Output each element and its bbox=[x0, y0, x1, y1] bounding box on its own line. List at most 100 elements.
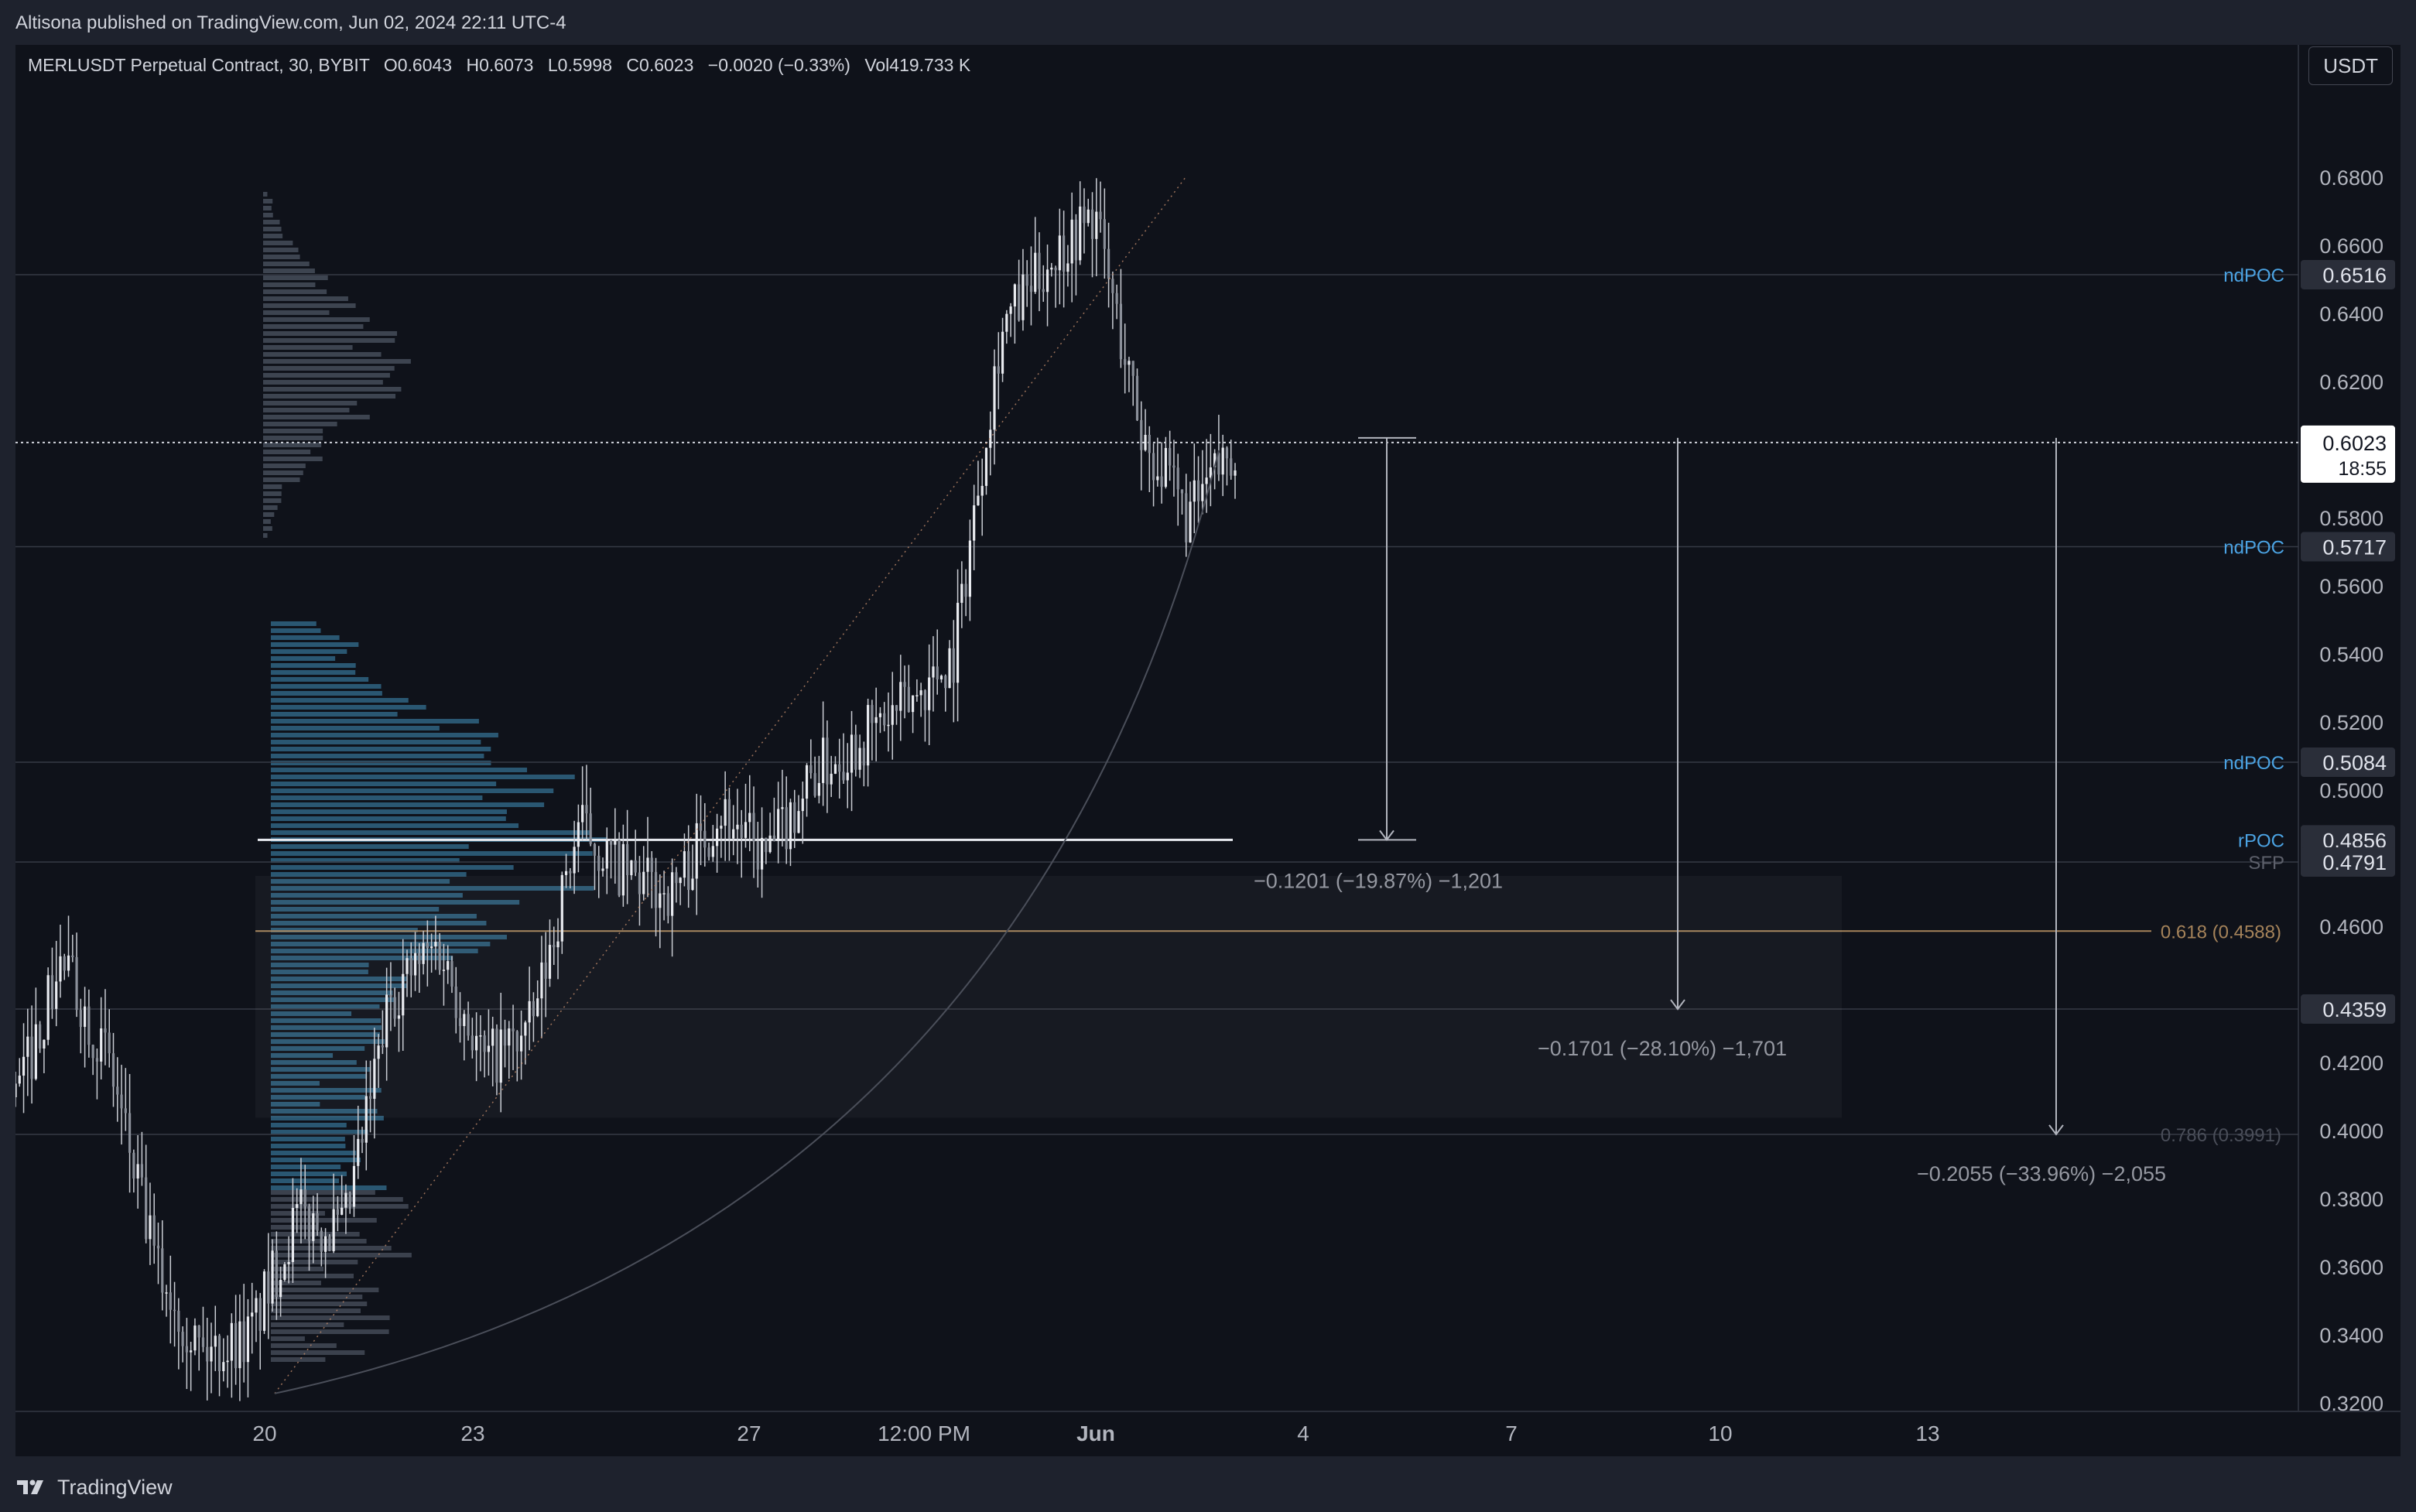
candle-body bbox=[1131, 361, 1134, 376]
volume-profile-bar bbox=[271, 719, 479, 724]
candle-body bbox=[830, 773, 833, 785]
candle-body bbox=[932, 666, 935, 678]
volume-profile-bar bbox=[271, 928, 418, 932]
currency-button[interactable]: USDT bbox=[2308, 46, 2393, 85]
volume-profile-bar bbox=[263, 450, 311, 454]
price-badge-label: 0.4359 bbox=[2322, 998, 2387, 1021]
price-chart[interactable]: −0.1201 (−19.87%) −1,201 −0.1701 (−28.10%… bbox=[15, 45, 2401, 1456]
candle-body bbox=[1205, 477, 1208, 484]
candle-body bbox=[108, 1032, 111, 1054]
candle-body bbox=[87, 1006, 91, 1045]
volume-profile-bar bbox=[271, 1302, 368, 1306]
candle-body bbox=[858, 747, 861, 770]
candle-body bbox=[1018, 284, 1021, 320]
candle-body bbox=[618, 840, 621, 896]
volume-profile-bar bbox=[271, 956, 453, 960]
candle-body bbox=[30, 1036, 33, 1079]
tradingview-logo-icon bbox=[17, 1480, 43, 1494]
candle-body bbox=[471, 1035, 474, 1051]
volume-profile-bar bbox=[271, 1295, 363, 1299]
time-tick-label: 4 bbox=[1297, 1421, 1309, 1445]
candle-body bbox=[385, 994, 388, 1048]
volume-profile-bar bbox=[263, 491, 282, 496]
volume-profile-bar bbox=[271, 1197, 403, 1202]
candle-body bbox=[1090, 209, 1094, 239]
candle-body bbox=[732, 829, 735, 839]
price-tick-label: 0.5200 bbox=[2319, 711, 2383, 734]
candle-body bbox=[447, 961, 450, 970]
candle-body bbox=[666, 893, 669, 916]
volume-profile-bar bbox=[271, 1260, 358, 1264]
candle-body bbox=[1054, 267, 1057, 271]
tradingview-logo[interactable]: TradingView bbox=[15, 1472, 173, 1503]
volume-profile-bar bbox=[263, 275, 328, 280]
candle-body bbox=[258, 1298, 262, 1331]
candle-body bbox=[201, 1337, 205, 1347]
volume-profile-bar bbox=[271, 1336, 305, 1341]
candle-body bbox=[785, 807, 788, 850]
volume-profile-bar bbox=[263, 269, 315, 273]
volume-profile-bar bbox=[271, 1350, 365, 1355]
candle-body bbox=[332, 1209, 335, 1251]
candle-body bbox=[662, 893, 666, 895]
candle-body bbox=[874, 717, 878, 724]
candle-body bbox=[842, 771, 845, 781]
candle-body bbox=[793, 802, 796, 833]
candle-body bbox=[1152, 453, 1155, 481]
candle-body bbox=[234, 1322, 238, 1369]
candle-body bbox=[801, 799, 804, 812]
candle-body bbox=[952, 648, 955, 683]
candle-body bbox=[915, 695, 919, 696]
volume-profile-bar bbox=[271, 1081, 320, 1086]
volume-profile-bar bbox=[271, 1225, 318, 1230]
candle-body bbox=[968, 540, 971, 597]
volume-profile-bar bbox=[271, 816, 506, 821]
volume-profile-bar bbox=[263, 206, 272, 210]
candle-body bbox=[59, 956, 62, 982]
candle-body bbox=[891, 705, 894, 725]
volume-profile-bar bbox=[263, 470, 303, 475]
candle-body bbox=[748, 812, 751, 823]
volume-profile-bar bbox=[271, 1329, 389, 1334]
volume-profile-bar bbox=[263, 484, 282, 489]
candle-body bbox=[136, 1164, 139, 1179]
volume-profile-bar bbox=[271, 1067, 371, 1072]
candle-body bbox=[781, 807, 784, 809]
candle-body bbox=[1013, 284, 1016, 307]
candle-body bbox=[495, 1028, 498, 1083]
candle-body bbox=[993, 366, 996, 430]
candle-body bbox=[63, 956, 66, 971]
volume-profile-bar bbox=[271, 893, 463, 898]
candle-body bbox=[483, 1035, 486, 1052]
candle-body bbox=[1176, 467, 1179, 490]
price-badge bbox=[2301, 532, 2395, 562]
candle-body bbox=[111, 1053, 115, 1087]
volume-profile-bar bbox=[271, 1267, 324, 1271]
price-badge bbox=[2301, 747, 2395, 778]
candle-body bbox=[671, 872, 674, 916]
volume-profile-bar bbox=[271, 775, 575, 779]
candle-body bbox=[1045, 269, 1049, 292]
candle-body bbox=[1144, 434, 1147, 450]
candle-body bbox=[524, 1022, 527, 1036]
candle-body bbox=[438, 942, 441, 970]
candle-body bbox=[1124, 359, 1127, 365]
candle-body bbox=[577, 822, 580, 847]
time-tick-label: 13 bbox=[1915, 1421, 1939, 1445]
candle-body bbox=[980, 485, 984, 496]
candle-body bbox=[291, 1207, 295, 1262]
price-badge bbox=[2301, 847, 2395, 877]
volume-profile-bar bbox=[271, 1239, 367, 1243]
candle-body bbox=[838, 764, 841, 772]
candle-body bbox=[936, 666, 939, 679]
candle-body bbox=[161, 1248, 164, 1293]
volume-profile-bar bbox=[263, 512, 275, 517]
price-tick-label: 0.4600 bbox=[2319, 915, 2383, 939]
volume-profile-bar bbox=[263, 213, 273, 217]
candle-body bbox=[1038, 252, 1041, 289]
candle-body bbox=[173, 1309, 176, 1312]
candle-body bbox=[850, 734, 854, 773]
candle-body bbox=[960, 583, 963, 604]
candle-body bbox=[95, 1058, 99, 1062]
candle-body bbox=[246, 1316, 250, 1363]
